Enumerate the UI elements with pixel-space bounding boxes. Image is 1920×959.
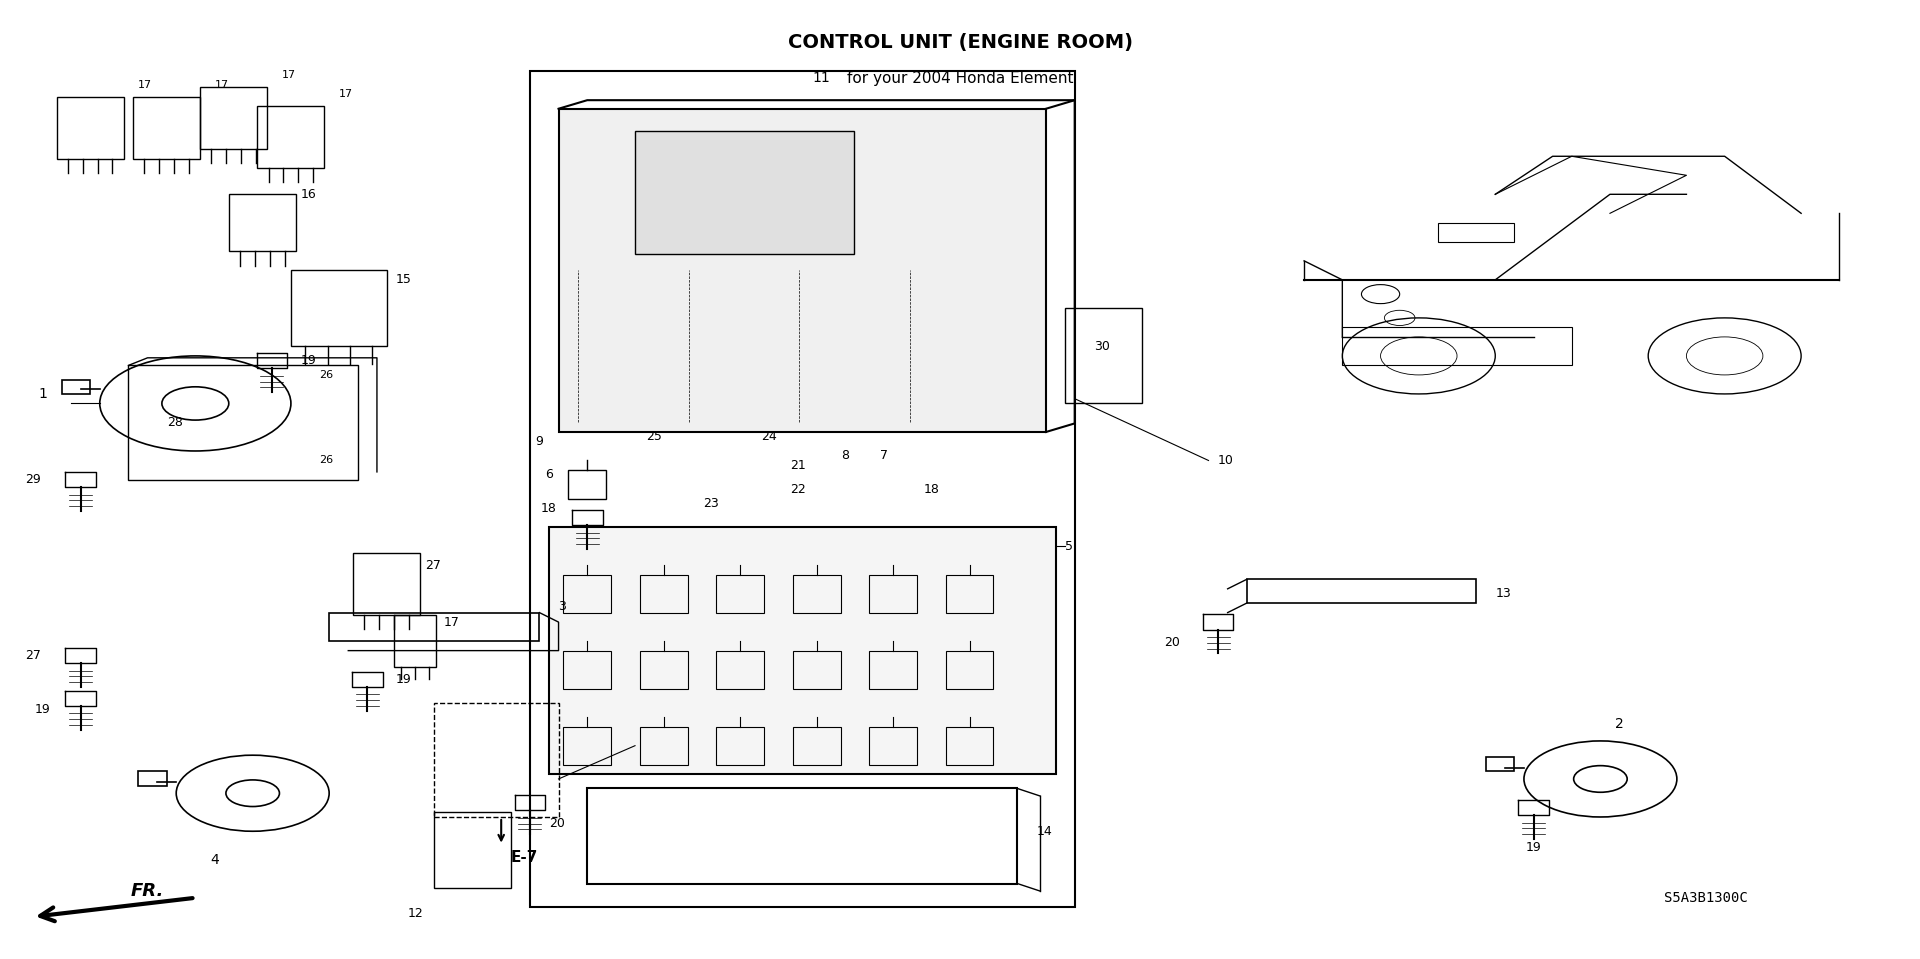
- Text: 20: 20: [549, 817, 564, 830]
- Bar: [132, 97, 200, 158]
- Text: 22: 22: [789, 482, 804, 496]
- Text: 17: 17: [215, 80, 228, 90]
- Text: E-7: E-7: [511, 851, 538, 865]
- Text: 11: 11: [812, 71, 829, 85]
- Text: 8: 8: [841, 449, 849, 462]
- Bar: [636, 131, 854, 254]
- Bar: [563, 727, 611, 764]
- Text: 5: 5: [1066, 540, 1073, 552]
- Bar: [1066, 309, 1142, 404]
- Text: 25: 25: [647, 431, 662, 443]
- Text: 4: 4: [209, 853, 219, 867]
- Bar: [563, 574, 611, 613]
- Bar: [716, 650, 764, 689]
- Bar: [716, 727, 764, 764]
- Bar: [639, 574, 687, 613]
- Text: 19: 19: [35, 703, 50, 716]
- Bar: [129, 365, 357, 480]
- Bar: [292, 270, 386, 346]
- Bar: [793, 650, 841, 689]
- Text: 26: 26: [319, 370, 334, 380]
- Text: for your 2004 Honda Element: for your 2004 Honda Element: [847, 71, 1073, 85]
- Bar: [716, 574, 764, 613]
- Bar: [434, 812, 511, 888]
- Bar: [568, 470, 607, 499]
- Text: 1: 1: [38, 386, 46, 401]
- Text: 12: 12: [407, 907, 422, 921]
- Text: 27: 27: [25, 649, 40, 662]
- Text: S5A3B1300C: S5A3B1300C: [1663, 891, 1747, 904]
- Text: 19: 19: [396, 672, 411, 686]
- Text: 20: 20: [1164, 637, 1181, 649]
- Text: 27: 27: [424, 558, 440, 572]
- Bar: [353, 553, 420, 615]
- Bar: [870, 650, 918, 689]
- Text: 10: 10: [1217, 454, 1235, 467]
- Text: 23: 23: [703, 497, 720, 510]
- Text: 19: 19: [1526, 841, 1542, 854]
- Bar: [639, 727, 687, 764]
- Text: 17: 17: [444, 616, 459, 628]
- Bar: [870, 574, 918, 613]
- Text: 24: 24: [760, 431, 778, 443]
- Bar: [257, 106, 324, 168]
- Bar: [563, 650, 611, 689]
- Bar: [58, 97, 123, 158]
- Bar: [1342, 327, 1572, 365]
- Text: CONTROL UNIT (ENGINE ROOM): CONTROL UNIT (ENGINE ROOM): [787, 33, 1133, 52]
- Text: 30: 30: [1094, 339, 1110, 353]
- Bar: [1486, 757, 1515, 771]
- Text: 19: 19: [300, 354, 317, 367]
- Bar: [434, 703, 559, 817]
- Bar: [1246, 579, 1476, 603]
- Bar: [394, 615, 436, 667]
- Text: 2: 2: [1615, 717, 1624, 732]
- Text: 18: 18: [924, 482, 939, 496]
- Text: 17: 17: [138, 80, 152, 90]
- Bar: [870, 727, 918, 764]
- Bar: [588, 788, 1018, 883]
- Text: 16: 16: [300, 188, 317, 200]
- Text: 15: 15: [396, 273, 413, 287]
- Bar: [138, 771, 167, 785]
- Text: 26: 26: [319, 456, 334, 465]
- Bar: [61, 380, 90, 394]
- Bar: [793, 574, 841, 613]
- Bar: [947, 650, 993, 689]
- Bar: [1438, 222, 1515, 242]
- Text: 17: 17: [282, 70, 296, 81]
- Text: FR.: FR.: [131, 881, 165, 900]
- Bar: [549, 527, 1056, 774]
- Text: 13: 13: [1496, 587, 1511, 600]
- Text: 28: 28: [167, 416, 182, 429]
- Text: 17: 17: [338, 89, 353, 99]
- Text: 14: 14: [1037, 825, 1052, 838]
- Text: 21: 21: [789, 458, 804, 472]
- Bar: [793, 727, 841, 764]
- Text: 9: 9: [536, 435, 543, 448]
- Text: 18: 18: [541, 502, 557, 515]
- Bar: [530, 71, 1075, 907]
- Text: 29: 29: [25, 473, 40, 486]
- Bar: [639, 650, 687, 689]
- Bar: [947, 727, 993, 764]
- Bar: [200, 87, 267, 150]
- Text: 6: 6: [545, 468, 553, 481]
- Text: 3: 3: [559, 599, 566, 613]
- Text: 7: 7: [879, 449, 887, 462]
- Bar: [228, 195, 296, 251]
- Bar: [947, 574, 993, 613]
- Bar: [328, 613, 540, 642]
- Bar: [559, 108, 1046, 432]
